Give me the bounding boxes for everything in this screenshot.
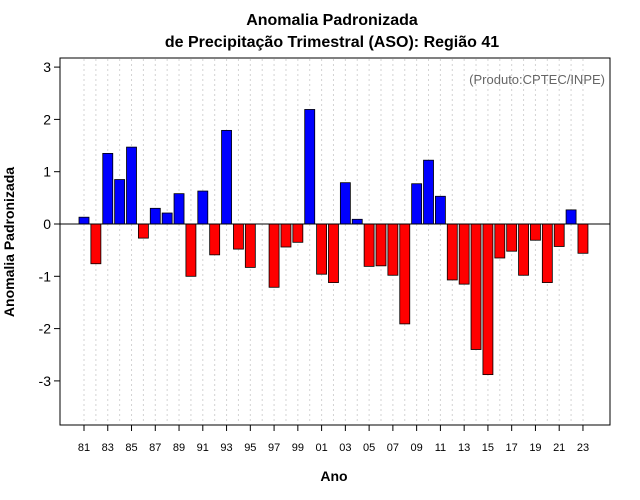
x-tick-label: 23	[577, 442, 589, 454]
bar-01	[316, 223, 328, 275]
bar-88	[161, 212, 173, 225]
x-tick-label: 85	[125, 442, 137, 454]
gridlines	[83, 59, 584, 424]
bar-21	[553, 223, 565, 247]
bar-87	[149, 207, 161, 225]
bar-08	[399, 223, 411, 325]
y-axis: -3 -2 -1 0 1 2 3	[39, 59, 60, 389]
x-tick-label: 19	[529, 442, 541, 454]
bar-93	[221, 129, 232, 225]
bar-86	[137, 223, 149, 239]
x-tick-label: 17	[506, 442, 518, 454]
x-axis-label: Ano	[320, 468, 347, 484]
bar-94	[233, 223, 244, 250]
y-tick-label: -3	[39, 373, 52, 389]
y-tick-label: -1	[39, 268, 52, 284]
x-tick-label: 15	[482, 442, 494, 454]
bar-09	[411, 183, 423, 225]
bar-07	[387, 223, 399, 276]
y-tick-label: 3	[43, 59, 51, 75]
bar-05	[363, 223, 375, 267]
x-tick-label: 99	[292, 442, 304, 454]
x-tick-label: 09	[411, 442, 423, 454]
bar-22	[565, 209, 577, 225]
y-tick-label: 0	[43, 216, 51, 232]
x-tick-label: 97	[268, 442, 280, 454]
bar-02	[328, 223, 339, 283]
x-tick-label: 81	[78, 442, 90, 454]
y-axis-label: Anomalia Padronizada	[1, 167, 17, 317]
plot-frame	[59, 57, 611, 426]
bar-82	[90, 223, 102, 265]
bar-18	[518, 223, 529, 276]
bar-85	[126, 146, 137, 225]
bar-92	[209, 223, 221, 256]
x-axis: 81 83 85 87 89 91 93 95 97 99 01 03 05 07 09 11 13 15 17 19…	[78, 425, 589, 454]
bar-15	[482, 223, 494, 376]
credit-annotation: (Produto:CPTEC/INPE)	[469, 72, 605, 87]
bars	[78, 109, 589, 376]
bar-99	[292, 223, 304, 243]
bar-19	[530, 223, 541, 241]
bar-00	[304, 109, 316, 225]
bar-84	[114, 179, 126, 225]
x-tick-label: 03	[339, 442, 351, 454]
x-tick-label: 01	[315, 442, 327, 454]
bar-12	[446, 223, 458, 281]
bar-14	[470, 223, 482, 350]
x-tick-label: 89	[173, 442, 185, 454]
x-tick-label: 93	[220, 442, 232, 454]
x-tick-label: 95	[244, 442, 256, 454]
bar-81	[78, 216, 90, 225]
bar-91	[197, 190, 209, 225]
bar-11	[434, 195, 446, 225]
bar-83	[102, 152, 114, 225]
bar-23	[577, 223, 589, 254]
x-tick-label: 11	[435, 442, 446, 454]
x-tick-label: 83	[102, 442, 114, 454]
bar-90	[185, 223, 197, 277]
x-tick-label: 91	[197, 442, 209, 454]
chart-subtitle: de Precipitação Trimestral (ASO): Região…	[165, 34, 499, 51]
x-tick-label: 05	[363, 442, 375, 454]
bar-04	[351, 218, 363, 225]
bar-16	[494, 223, 506, 259]
bar-95	[244, 223, 256, 268]
bar-13	[458, 223, 470, 285]
bar-10	[423, 159, 434, 225]
bar-06	[375, 223, 387, 267]
bar-97	[268, 223, 280, 288]
x-tick-label: 13	[458, 442, 470, 454]
bar-03	[339, 182, 351, 225]
bar-98	[280, 223, 292, 248]
chart-title: Anomalia Padronizada	[246, 12, 418, 29]
x-tick-label: 07	[387, 442, 399, 454]
bar-17	[506, 223, 518, 252]
y-tick-label: 2	[43, 111, 51, 127]
x-tick-label: 87	[149, 442, 161, 454]
x-tick-label: 21	[553, 442, 565, 454]
y-tick-label: -2	[39, 321, 52, 337]
bar-20	[541, 223, 553, 283]
bar-89	[173, 193, 185, 225]
y-tick-label: 1	[43, 164, 51, 180]
